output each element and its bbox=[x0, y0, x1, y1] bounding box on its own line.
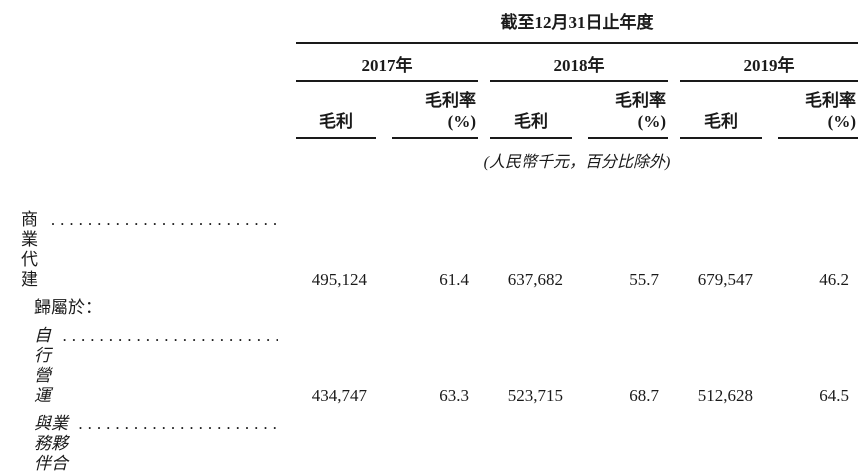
dot-leader bbox=[78, 414, 278, 434]
table-row-attributable-to: 歸屬於： bbox=[0, 294, 858, 322]
table-row-commercial-construction: 商業代建 495,124 61.4 637,682 55.7 679,547 4… bbox=[0, 206, 858, 294]
gross-profit-value: 434,747 bbox=[311, 386, 367, 405]
gross-profit-value: 512,628 bbox=[697, 386, 753, 405]
dot-leader bbox=[63, 326, 278, 346]
dot-leader bbox=[51, 210, 278, 230]
gross-profit-column-header: 毛利 bbox=[490, 81, 572, 139]
margin-column-header: 毛利率 (%) bbox=[376, 81, 478, 139]
gross-profit-value: 523,715 bbox=[507, 386, 563, 405]
unit-note-row: (人民幣千元，百分比除外) bbox=[0, 139, 858, 178]
gross-profit-column-header: 毛利 bbox=[296, 81, 376, 139]
margin-value: 61.4 bbox=[439, 270, 469, 289]
year-header-2019: 2019年 bbox=[680, 43, 858, 82]
margin-value: 63.3 bbox=[439, 386, 469, 405]
gross-profit-value: 679,547 bbox=[697, 270, 753, 289]
table-period-header: 截至12月31日止年度 bbox=[296, 4, 858, 44]
group-gap bbox=[478, 43, 490, 81]
row-label-business-partner-cooperation: 與業務夥伴合作 bbox=[21, 414, 278, 472]
gross-profit-value: 166,919 bbox=[680, 410, 762, 472]
year-header-2017: 2017年 bbox=[296, 43, 478, 82]
group-gap bbox=[668, 43, 680, 81]
margin-value: 29.8 bbox=[572, 410, 668, 472]
currency-unit-note: (人民幣千元，百分比除外) bbox=[483, 154, 671, 171]
year-header-2018: 2018年 bbox=[490, 43, 668, 82]
gross-profit-column-header: 毛利 bbox=[680, 81, 762, 139]
row-label-self-operation: 自行營運 bbox=[21, 326, 278, 406]
margin-column-header: 毛利率 (%) bbox=[762, 81, 858, 139]
year-header-row: 2017年 2018年 2019年 bbox=[0, 43, 858, 82]
gross-profit-value: 637,682 bbox=[507, 270, 563, 289]
row-label-commercial-construction: 商業代建 bbox=[21, 210, 278, 290]
margin-value: 64.5 bbox=[819, 386, 849, 405]
table-row-self-operation: 自行營運 434,747 63.3 523,715 68.7 512,628 6… bbox=[0, 322, 858, 410]
margin-value: 55.7 bbox=[629, 270, 659, 289]
margin-column-header: 毛利率 (%) bbox=[572, 81, 668, 139]
margin-value: 24.7 bbox=[762, 410, 858, 472]
gross-profit-value: 60,377 bbox=[296, 410, 376, 472]
spacer-row bbox=[0, 178, 858, 206]
margin-value: 68.7 bbox=[629, 386, 659, 405]
period-header-row: 截至12月31日止年度 bbox=[0, 4, 858, 44]
table-row-business-partner-cooperation: 與業務夥伴合作 60,377 50.4 113,967 29.8 166,919… bbox=[0, 410, 858, 472]
margin-value: 50.4 bbox=[376, 410, 478, 472]
gross-profit-value: 495,124 bbox=[311, 270, 367, 289]
row-label-attributable-to: 歸屬於： bbox=[34, 298, 102, 317]
gross-profit-value: 113,967 bbox=[490, 410, 572, 472]
gross-profit-table: 截至12月31日止年度 2017年 2018年 2019年 毛利 毛利率 (%) … bbox=[0, 4, 858, 472]
subcolumn-header-row: 毛利 毛利率 (%) 毛利 毛利率 (%) 毛利 毛利率 (%) bbox=[0, 81, 858, 139]
label-column-spacer bbox=[0, 4, 296, 43]
margin-value: 46.2 bbox=[819, 270, 849, 289]
